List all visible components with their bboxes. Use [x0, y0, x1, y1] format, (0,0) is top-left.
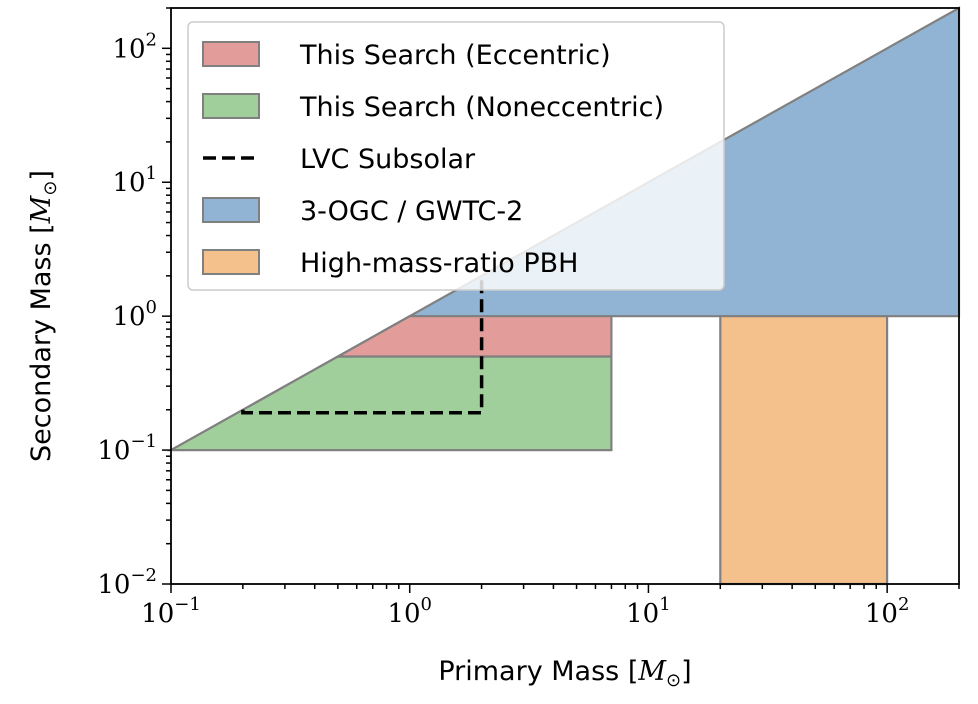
y-tick-label: 101: [112, 163, 157, 198]
y-tick-label: 100: [112, 297, 157, 332]
region-this-search-eccentric: [333, 315, 613, 358]
region-high-mass-ratio-pbh: [719, 315, 889, 586]
plot-frame: [170, 7, 960, 585]
y-tick-label: 10−2: [97, 565, 157, 600]
legend-label: 3-OGC / GWTC-2: [300, 196, 523, 227]
x-tick-label: 10−1: [141, 594, 201, 629]
legend-item-lvc-subsolar: LVC Subsolar: [203, 144, 476, 175]
y-tick-label: 102: [112, 29, 157, 64]
legend-label: This Search (Noneccentric): [299, 92, 664, 123]
x-axis-label: Primary Mass [M⊙]: [438, 656, 691, 691]
y-tick-label: 10−1: [97, 431, 157, 466]
legend-label: High-mass-ratio PBH: [300, 248, 578, 279]
x-tick-label: 100: [387, 594, 432, 629]
legend-item-this-search-eccentric: This Search (Eccentric): [202, 40, 611, 71]
legend-swatch: [202, 41, 260, 67]
legend: This Search (Eccentric) This Search (None…: [187, 21, 725, 291]
legend-item-high-mass-ratio-pbh: High-mass-ratio PBH: [202, 248, 578, 279]
line-lvc-subsolar: [241, 275, 484, 415]
chart-lines: [241, 275, 484, 415]
legend-swatch: [202, 249, 260, 275]
legend-swatch: [202, 93, 260, 119]
x-tick-label: 102: [865, 594, 910, 629]
legend-item-3-ogc-gwtc-2: 3-OGC / GWTC-2: [202, 196, 523, 227]
legend-label: LVC Subsolar: [300, 144, 476, 175]
region-this-search-noneccentric: [166, 355, 613, 452]
y-axis-label: Secondary Mass [M⊙]: [26, 170, 61, 462]
legend-label: This Search (Eccentric): [299, 40, 611, 71]
legend-box: [187, 21, 725, 291]
x-tick-label: 101: [626, 594, 671, 629]
legend-swatch: [202, 197, 260, 223]
legend-item-this-search-noneccentric: This Search (Noneccentric): [202, 92, 664, 123]
